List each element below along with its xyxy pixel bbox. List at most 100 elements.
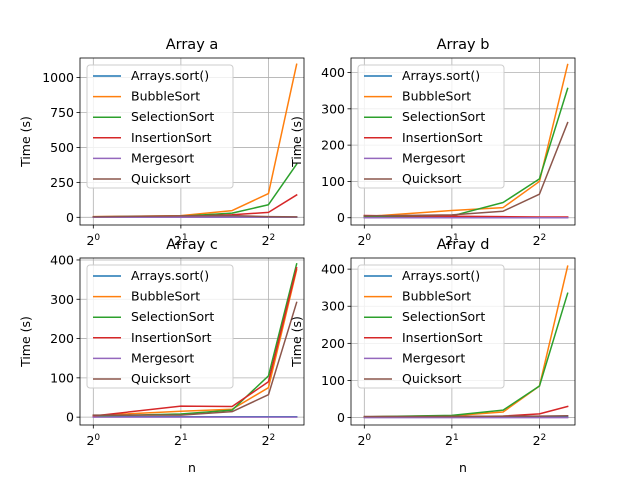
x-tick-exponent: 0 [365, 233, 371, 243]
x-tick-label: 21 [445, 233, 459, 248]
x-tick-exponent: 2 [270, 433, 276, 443]
legend-label: SelectionSort [131, 309, 214, 324]
y-tick-label: 0 [66, 210, 74, 225]
legend-label: SelectionSort [402, 109, 485, 124]
x-tick-exponent: 1 [453, 433, 459, 443]
y-axis-label: Time (s) [18, 316, 33, 368]
legend-label: Mergesort [402, 350, 465, 365]
x-tick-label: 21 [174, 233, 188, 248]
x-tick-base: 2 [357, 433, 365, 448]
x-tick-label: 20 [357, 233, 371, 248]
legend-frame [357, 64, 505, 189]
legend-label: Arrays.sort() [402, 68, 480, 83]
y-tick-label: 250 [50, 175, 74, 190]
x-tick-base: 2 [533, 433, 541, 448]
y-tick-label: 0 [337, 410, 345, 425]
series-line-quicksort [363, 414, 569, 418]
x-tick-label: 22 [533, 233, 547, 248]
axes-frame [350, 57, 576, 226]
y-tick-label: 400 [50, 252, 74, 267]
legend-label: Arrays.sort() [402, 268, 480, 283]
chart-title: Array c [166, 237, 218, 253]
subplot-3: Arrays.sort() BubbleSort SelectionSort Inse… [18, 237, 305, 475]
subplot-1: Arrays.sort() BubbleSort SelectionSort Inse… [18, 37, 305, 248]
legend-label: Arrays.sort() [131, 68, 209, 83]
x-tick-base: 2 [262, 233, 270, 248]
legend-label: Mergesort [131, 150, 194, 165]
legend-label: Quicksort [131, 171, 191, 186]
legend-label: Quicksort [402, 171, 462, 186]
x-tick-exponent: 1 [453, 233, 459, 243]
axes-frame [350, 257, 576, 426]
x-tick-exponent: 0 [365, 433, 371, 443]
x-tick-label: 20 [86, 233, 100, 248]
x-tick-label: 22 [262, 433, 276, 448]
series-line-bubblesort [363, 63, 569, 218]
series-line-quicksort [92, 301, 298, 416]
x-tick-label: 21 [174, 433, 188, 448]
legend-label: Arrays.sort() [131, 268, 209, 283]
legend-label: SelectionSort [402, 309, 485, 324]
chart-title: Array b [437, 37, 490, 53]
y-tick-label: 400 [321, 262, 345, 277]
x-tick-exponent: 2 [270, 233, 276, 243]
x-tick-base: 2 [86, 433, 94, 448]
chart-title: Array d [437, 237, 490, 253]
y-axis-label: Time (s) [289, 316, 304, 368]
y-tick-label: 200 [321, 336, 345, 351]
x-tick-base: 2 [445, 433, 453, 448]
y-axis-label: Time (s) [18, 116, 33, 168]
y-tick-label: 100 [321, 174, 345, 189]
x-tick-base: 2 [445, 233, 453, 248]
x-axis-label: n [459, 460, 467, 475]
y-tick-label: 500 [50, 140, 74, 155]
y-tick-label: 300 [321, 299, 345, 314]
x-tick-exponent: 2 [541, 433, 547, 443]
x-tick-exponent: 1 [182, 233, 188, 243]
legend: Arrays.sort() BubbleSort SelectionSort Inse… [357, 64, 505, 189]
x-tick-label: 20 [86, 433, 100, 448]
legend-label: BubbleSort [402, 89, 471, 104]
subplot-2: Arrays.sort() BubbleSort SelectionSort Inse… [289, 37, 576, 248]
x-tick-exponent: 0 [94, 233, 100, 243]
chart-title: Array a [166, 37, 219, 53]
y-tick-label: 300 [50, 292, 74, 307]
y-tick-label: 200 [50, 331, 74, 346]
legend-label: Quicksort [131, 371, 191, 386]
x-tick-base: 2 [357, 233, 365, 248]
legend-label: Mergesort [131, 350, 194, 365]
series-line-insertionsort [92, 266, 298, 417]
x-tick-label: 20 [357, 433, 371, 448]
legend-label: InsertionSort [131, 330, 212, 345]
x-tick-base: 2 [533, 233, 541, 248]
axes-frame [79, 257, 305, 426]
y-tick-label: 300 [321, 101, 345, 116]
x-tick-exponent: 1 [182, 433, 188, 443]
legend-label: BubbleSort [402, 289, 471, 304]
legend-label: BubbleSort [131, 289, 200, 304]
x-axis-label: n [188, 460, 196, 475]
x-tick-exponent: 0 [94, 433, 100, 443]
legend-label: SelectionSort [131, 109, 214, 124]
subplot-4: Arrays.sort() BubbleSort SelectionSort Inse… [289, 237, 576, 475]
legend-frame [86, 64, 234, 189]
legend-label: InsertionSort [402, 330, 483, 345]
legend-frame [86, 264, 234, 389]
x-tick-base: 2 [262, 433, 270, 448]
axes-frame [79, 57, 305, 226]
x-tick-base: 2 [174, 433, 182, 448]
y-tick-label: 1000 [42, 70, 74, 85]
legend-label: BubbleSort [131, 89, 200, 104]
legend-label: InsertionSort [131, 130, 212, 145]
x-tick-label: 22 [533, 433, 547, 448]
legend-label: InsertionSort [402, 130, 483, 145]
series-line-quicksort [92, 214, 298, 218]
x-tick-label: 22 [262, 233, 276, 248]
x-tick-exponent: 2 [541, 233, 547, 243]
y-tick-label: 750 [50, 105, 74, 120]
series-line-quicksort [363, 121, 569, 217]
y-tick-label: 200 [321, 138, 345, 153]
legend: Arrays.sort() BubbleSort SelectionSort Inse… [357, 264, 505, 389]
y-tick-label: 100 [50, 370, 74, 385]
